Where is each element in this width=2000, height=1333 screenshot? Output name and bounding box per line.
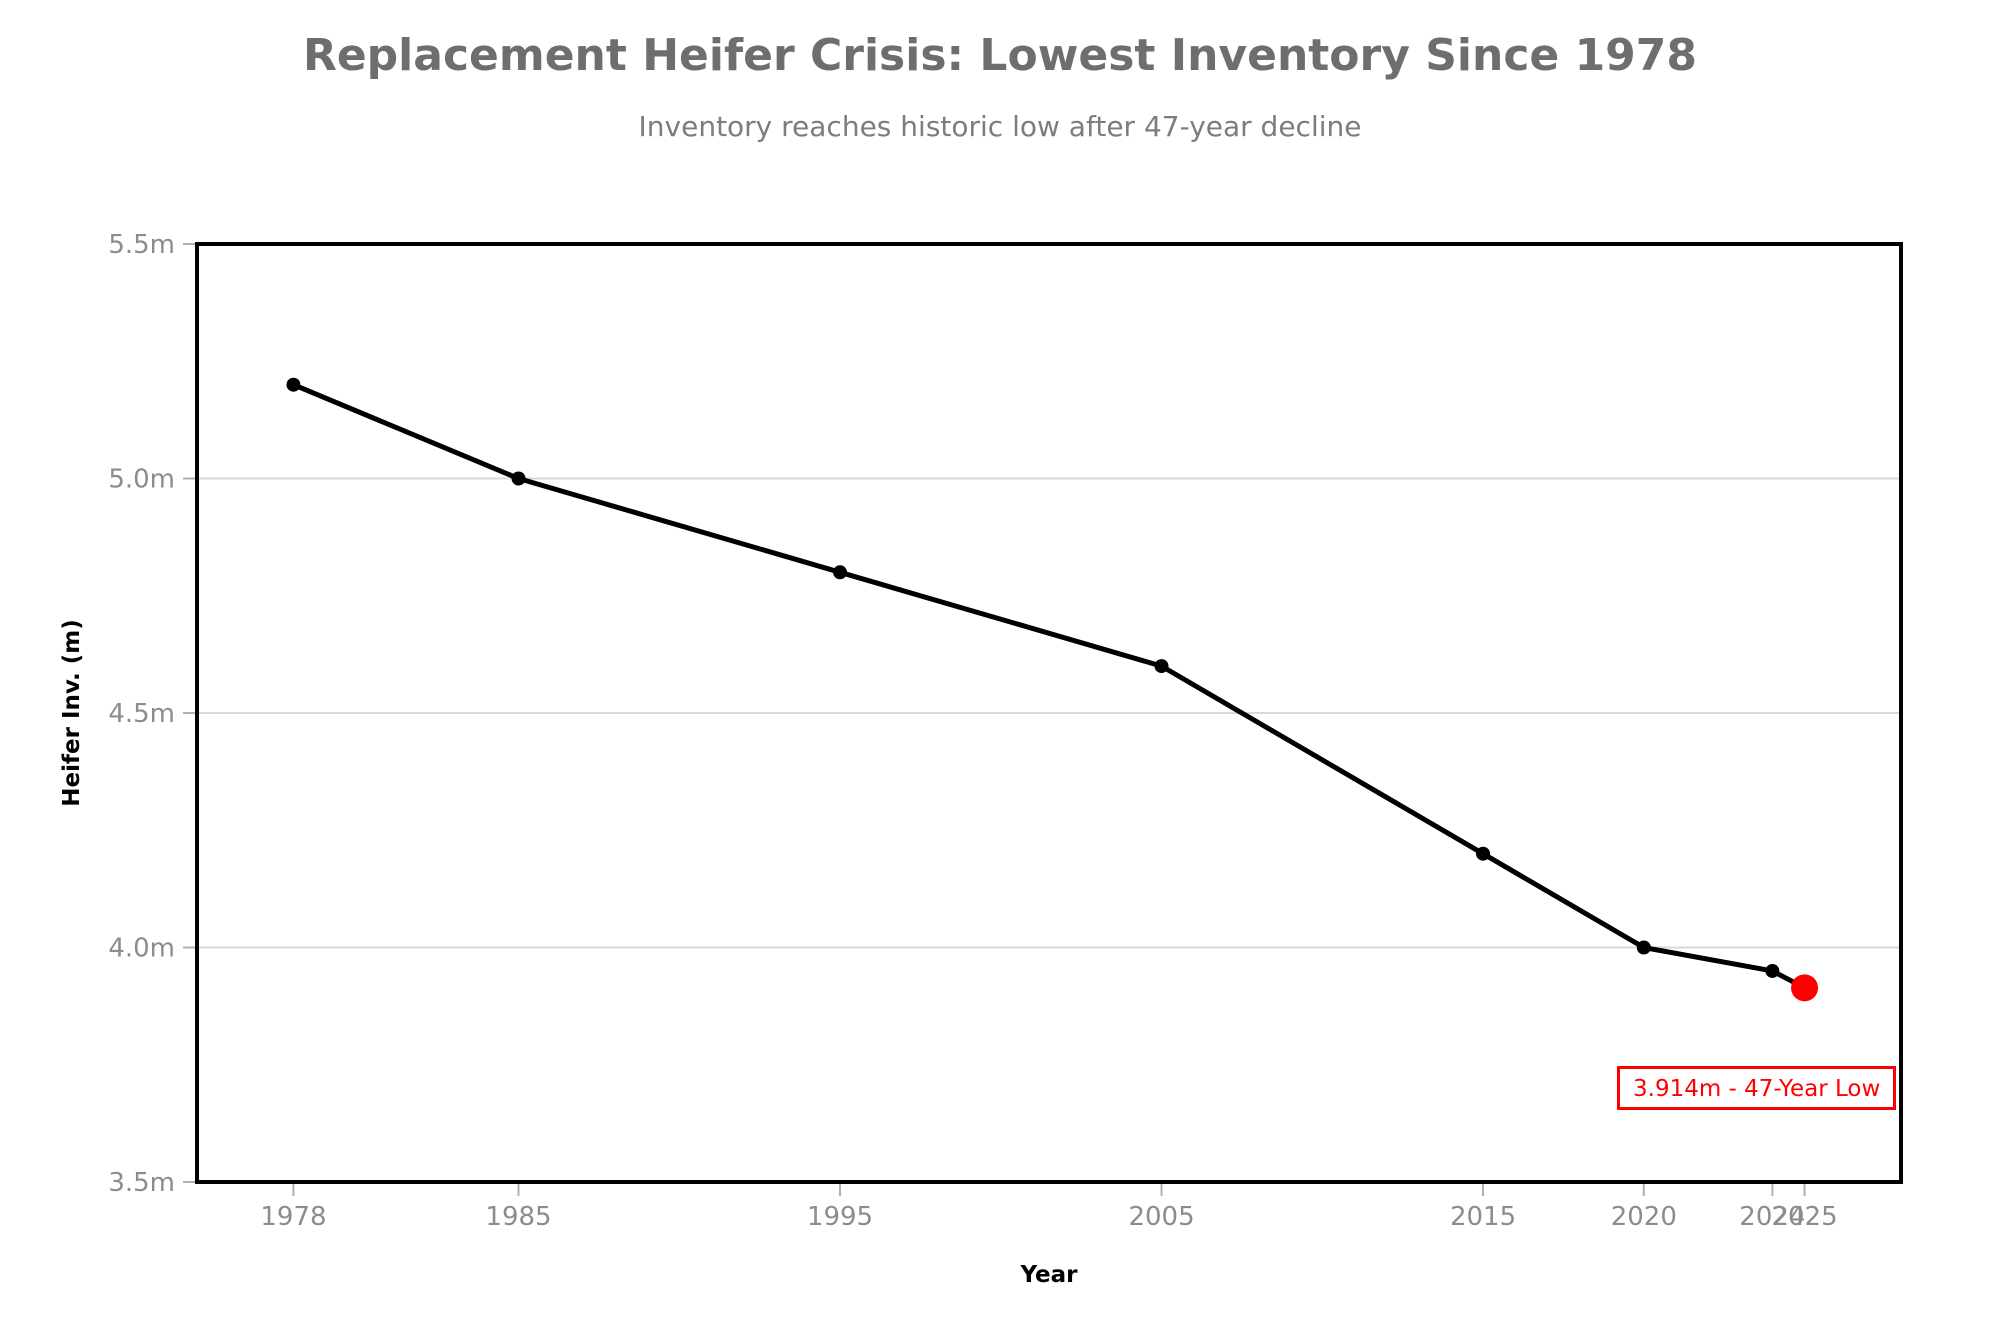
x-tick-label: 2024: [1739, 1202, 1805, 1232]
x-tick-label: 2005: [1128, 1202, 1194, 1232]
x-tick-label: 1978: [260, 1202, 326, 1232]
x-tick-label: 1985: [485, 1202, 551, 1232]
x-tick-label: 2015: [1450, 1202, 1516, 1232]
data-point-marker: [286, 377, 301, 392]
data-point-marker: [1765, 963, 1780, 978]
y-tick-label: 3.5m: [108, 1168, 175, 1198]
chart-title: Replacement Heifer Crisis: Lowest Invent…: [302, 30, 1698, 81]
plot-border: [195, 242, 1903, 1184]
y-tick-label: 4.0m: [108, 934, 175, 964]
data-point-marker: [1476, 846, 1491, 861]
series-line: [290, 382, 1808, 991]
chart-subtitle: Inventory reaches historic low after 47-…: [638, 110, 1362, 143]
x-tick-label: 2020: [1611, 1202, 1677, 1232]
data-point-marker: [833, 565, 848, 580]
low-point-annotation: 3.914m - 47-Year Low: [1617, 1066, 1897, 1110]
data-point-marker: [1636, 940, 1651, 955]
x-tick-label: 2025: [1771, 1202, 1837, 1232]
data-point-marker: [511, 471, 526, 486]
y-tick-label: 5.5m: [108, 230, 175, 260]
data-point-marker: [1154, 659, 1169, 674]
highlight-marker: [1791, 974, 1819, 1002]
y-tick-label: 5.0m: [108, 465, 175, 495]
y-tick-label: 4.5m: [108, 699, 175, 729]
x-tick-label: 1995: [807, 1202, 873, 1232]
x-axis-label: Year: [1020, 1262, 1078, 1288]
